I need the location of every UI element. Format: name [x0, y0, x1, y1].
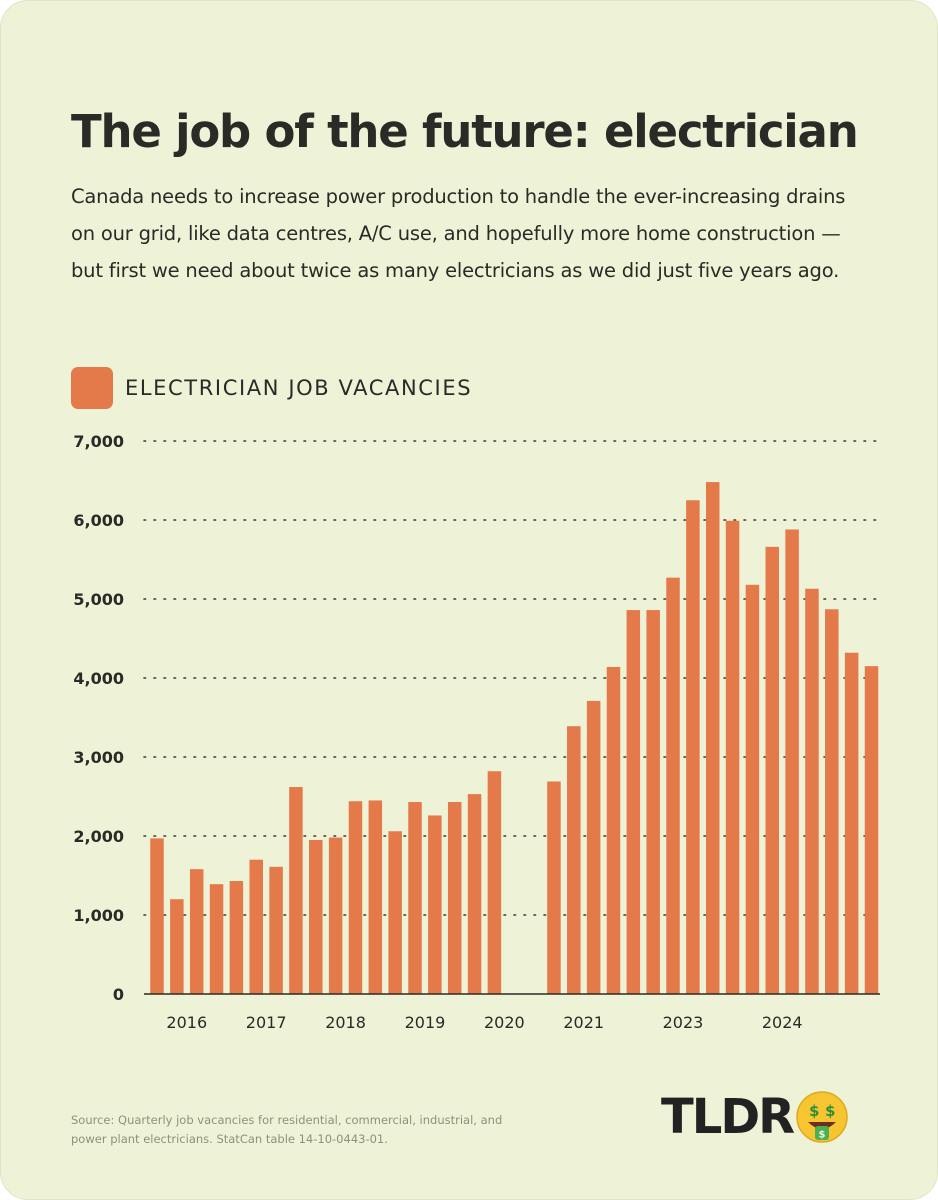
y-tick-label: 7,000 — [73, 432, 124, 451]
x-tick-label: 2020 — [484, 1013, 525, 1032]
bar — [805, 588, 819, 994]
x-tick-label: 2017 — [246, 1013, 287, 1032]
tldr-logo: TLDR $ $ $ — [661, 1085, 849, 1149]
y-tick-label: 0 — [113, 985, 124, 1004]
x-tick-label: 2016 — [166, 1013, 207, 1032]
x-tick-label: 2024 — [762, 1013, 803, 1032]
bar — [189, 869, 204, 994]
money-mouth-face-icon: $ $ $ — [796, 1091, 848, 1143]
page-title: The job of the future: electrician — [71, 105, 859, 158]
bar — [348, 801, 363, 994]
svg-text:$: $ — [819, 1130, 826, 1141]
y-tick-label: 5,000 — [73, 590, 124, 609]
bar — [586, 700, 601, 994]
x-axis-labels: 2016 2017 2018 2019 2020 2021 2023 2024 — [166, 1013, 802, 1032]
x-tick-label: 2021 — [563, 1013, 604, 1032]
bar — [388, 831, 402, 994]
bar — [309, 839, 323, 994]
bar — [269, 866, 283, 994]
bar — [725, 520, 740, 994]
bar — [150, 838, 164, 994]
legend-label: ELECTRICIAN JOB VACANCIES — [125, 376, 473, 400]
bar — [547, 781, 561, 994]
bar — [170, 899, 184, 994]
bar — [209, 884, 224, 994]
bars — [150, 482, 879, 994]
page-subtitle: Canada needs to increase power productio… — [71, 185, 846, 282]
chart-legend: ELECTRICIAN JOB VACANCIES — [71, 367, 472, 409]
bar — [705, 482, 720, 994]
bar — [686, 500, 700, 994]
bar — [844, 652, 859, 994]
y-tick-label: 3,000 — [73, 748, 124, 767]
bar — [467, 794, 482, 994]
logo-text: TLDR — [661, 1089, 795, 1145]
x-tick-label: 2023 — [663, 1013, 704, 1032]
bar — [229, 881, 244, 994]
legend-swatch — [71, 367, 113, 409]
bar — [745, 584, 760, 994]
bar — [447, 802, 462, 994]
bar — [368, 800, 383, 994]
y-tick-label: 4,000 — [73, 669, 124, 688]
bar — [646, 610, 660, 994]
bar — [666, 577, 680, 994]
y-tick-label: 6,000 — [73, 511, 124, 530]
bar — [289, 787, 303, 994]
bar — [825, 609, 839, 994]
y-tick-label: 2,000 — [73, 827, 124, 846]
bar — [626, 610, 641, 994]
bar — [567, 726, 581, 994]
x-tick-label: 2019 — [405, 1013, 446, 1032]
bar — [328, 837, 343, 994]
y-axis-labels: 0 1,000 2,000 3,000 4,000 5,000 6,000 7,000 — [73, 432, 124, 1004]
bar — [864, 666, 879, 994]
source-note: Source: Quarterly job vacancies for resi… — [71, 1113, 503, 1146]
bar — [249, 859, 263, 994]
bar — [785, 529, 799, 994]
svg-text:$: $ — [809, 1102, 819, 1120]
bar — [487, 771, 502, 994]
bar — [606, 666, 621, 994]
x-tick-label: 2018 — [325, 1013, 366, 1032]
y-tick-label: 1,000 — [73, 906, 124, 925]
bar — [428, 815, 442, 994]
bar — [408, 802, 422, 994]
svg-text:$: $ — [825, 1102, 835, 1120]
bar — [765, 546, 780, 994]
